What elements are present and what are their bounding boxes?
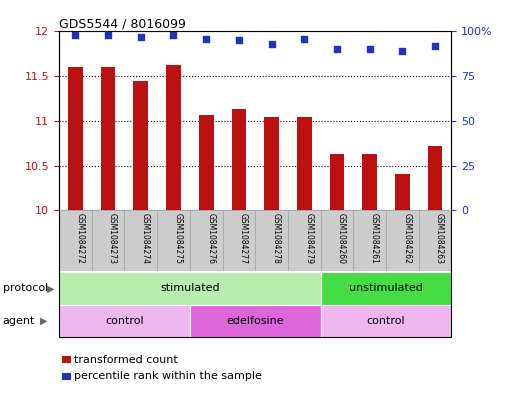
Point [431,42,439,49]
Text: GSM1084273: GSM1084273 [108,213,117,264]
Text: GSM1084263: GSM1084263 [435,213,444,264]
Bar [419,210,451,271]
Bar [362,154,377,210]
Text: edelfosine: edelfosine [226,316,284,326]
Text: control: control [367,316,405,326]
Bar [59,272,321,305]
Bar [321,272,451,305]
Bar [255,210,288,271]
Text: GSM1084276: GSM1084276 [206,213,215,264]
Point [333,46,341,52]
Bar [157,210,190,271]
Text: GSM1084260: GSM1084260 [337,213,346,264]
Bar [101,67,115,210]
Point [366,46,374,52]
Text: control: control [105,316,144,326]
Text: percentile rank within the sample: percentile rank within the sample [74,371,262,381]
Point [300,35,308,42]
Bar [264,117,279,210]
Bar [428,146,442,210]
Text: protocol: protocol [3,283,48,294]
Bar [124,210,157,271]
Text: GSM1084272: GSM1084272 [75,213,84,264]
Bar [395,174,410,210]
Point [136,34,145,40]
Bar [321,210,353,271]
Text: GSM1084279: GSM1084279 [304,213,313,264]
Bar [59,210,92,271]
Text: unstimulated: unstimulated [349,283,423,294]
Bar [133,81,148,210]
Text: transformed count: transformed count [74,354,178,365]
Point [104,32,112,38]
Point [169,32,177,38]
Point [267,41,275,47]
Text: GSM1084274: GSM1084274 [141,213,150,264]
Bar [297,117,311,210]
Text: GSM1084261: GSM1084261 [370,213,379,264]
Bar [386,210,419,271]
Text: GSM1084275: GSM1084275 [173,213,183,264]
Bar [288,210,321,271]
Bar [92,210,125,271]
Bar [330,154,344,210]
Text: agent: agent [3,316,35,326]
Bar [190,210,223,271]
Bar [231,109,246,210]
Point [235,37,243,44]
Text: GSM1084277: GSM1084277 [239,213,248,264]
Bar [190,305,321,337]
Bar [166,65,181,210]
Bar [199,115,213,210]
Bar [68,67,83,210]
Text: GDS5544 / 8016099: GDS5544 / 8016099 [59,17,186,30]
Bar [59,305,190,337]
Text: GSM1084262: GSM1084262 [402,213,411,264]
Text: ▶: ▶ [47,283,55,294]
Bar [223,210,255,271]
Bar [321,305,451,337]
Text: ▶: ▶ [40,316,48,326]
Text: GSM1084278: GSM1084278 [271,213,281,264]
Point [71,32,80,38]
Bar [353,210,386,271]
Point [398,48,406,54]
Point [202,35,210,42]
Text: stimulated: stimulated [160,283,220,294]
